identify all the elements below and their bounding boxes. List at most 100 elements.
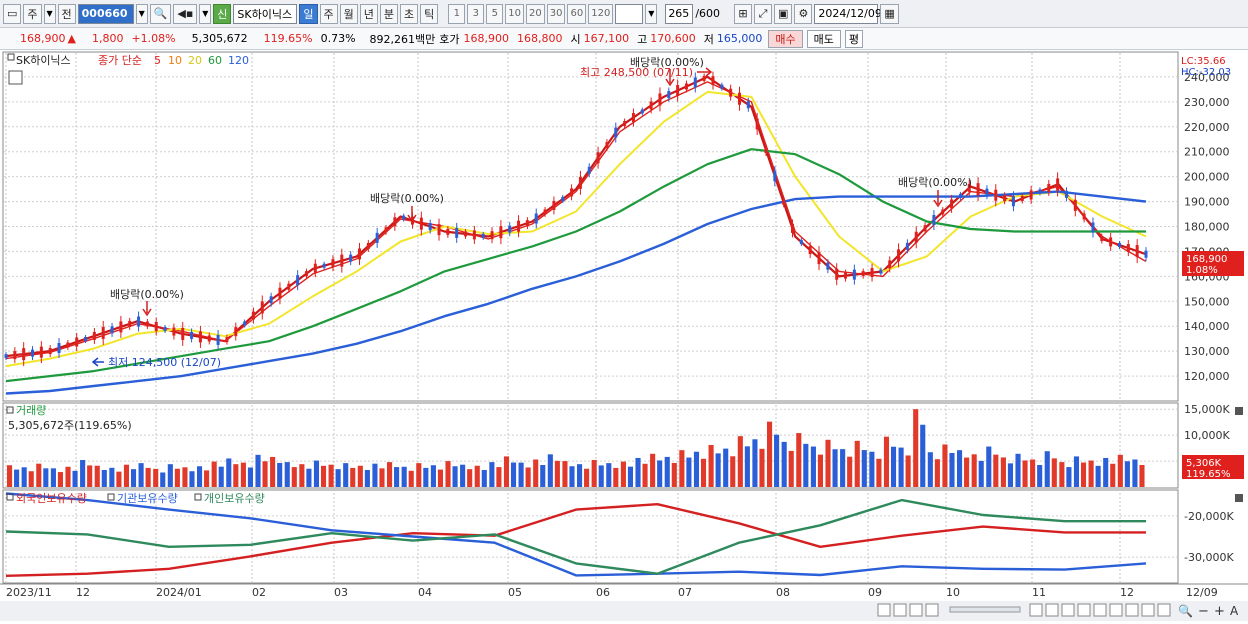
tool-icon[interactable] (1061, 603, 1075, 617)
period-day[interactable]: 일 (299, 3, 318, 24)
data-count-input[interactable]: 265 (665, 3, 694, 24)
volume-bar (810, 446, 816, 487)
volume-bar (540, 465, 546, 487)
stock-chart-svg[interactable]: 120,000130,000140,000150,000160,000170,0… (0, 51, 1248, 621)
tool-icon[interactable] (1077, 603, 1091, 617)
interval-60[interactable]: 60 (567, 3, 587, 24)
candle-body (57, 343, 61, 354)
new-badge[interactable]: 신 (213, 3, 232, 24)
stock-code-input[interactable]: 000660 (77, 3, 134, 24)
zoom-out-icon[interactable]: − (1198, 604, 1209, 619)
period-second[interactable]: 초 (400, 3, 419, 24)
volume-bar (496, 467, 502, 487)
candle-body (251, 311, 255, 320)
code-dropdown-icon[interactable]: ▼ (135, 3, 148, 24)
candle-body (578, 176, 582, 189)
period-year[interactable]: 년 (359, 3, 378, 24)
volume-bar (898, 447, 904, 487)
sell-button[interactable]: 매도 (806, 29, 841, 48)
scroll-slider[interactable] (949, 606, 1021, 613)
candle-body (393, 217, 397, 227)
buy-button[interactable]: 매수 (768, 29, 803, 48)
interval-5[interactable]: 5 (486, 3, 504, 24)
x-tick-label: 08 (776, 586, 790, 599)
tool-icon[interactable] (1125, 603, 1139, 617)
interval-3[interactable]: 3 (467, 3, 485, 24)
volume-bar (262, 461, 268, 487)
period-week[interactable]: 주 (319, 3, 338, 24)
interval-120[interactable]: 120 (588, 3, 614, 24)
search-icon[interactable]: 🔍 (149, 3, 172, 24)
period-month[interactable]: 월 (339, 3, 358, 24)
candle-body (1117, 242, 1121, 247)
stop-icon[interactable] (909, 603, 923, 617)
speaker-dropdown-icon[interactable]: ▼ (199, 3, 212, 24)
chart-type-select[interactable]: 주 (23, 3, 42, 24)
interval-dropdown-icon[interactable]: ▼ (645, 3, 658, 24)
candle-body (1135, 245, 1139, 258)
save-icon[interactable]: ▣ (774, 3, 793, 24)
candle-body (154, 322, 158, 332)
volume-bar (620, 461, 626, 487)
period-minute[interactable]: 분 (379, 3, 399, 24)
candle-body (437, 224, 441, 236)
volume-bar (591, 460, 597, 487)
speaker-icon[interactable]: ◀▪ (173, 3, 198, 24)
calculator-icon[interactable] (8, 70, 23, 85)
legend-ma-5: 5 (154, 54, 161, 67)
volume-bar (80, 460, 86, 487)
volume-bar (167, 464, 173, 487)
holdings-line-1 (5, 492, 1147, 577)
candle-body (1003, 195, 1007, 202)
volume-bar (21, 467, 27, 487)
candle-body (950, 199, 954, 209)
price-change-pct: +1.08% (131, 32, 176, 45)
period-tick[interactable]: 틱 (420, 3, 439, 24)
interval-30[interactable]: 30 (546, 3, 566, 24)
play-icon[interactable] (877, 603, 891, 617)
volume-bar (752, 439, 758, 487)
legend-institution: 기관보유수량 (117, 492, 178, 505)
interval-custom-input[interactable] (615, 3, 644, 24)
tool-icon[interactable] (1157, 603, 1171, 617)
tool-icon[interactable] (1093, 603, 1107, 617)
zoom-in-icon[interactable]: + (1214, 604, 1225, 619)
date-input[interactable]: 2024/12/09 (814, 3, 882, 24)
legend-foreign: 외국인보유수량 (16, 492, 87, 505)
tool-icon[interactable] (1109, 603, 1123, 617)
tool-icon[interactable] (1029, 603, 1043, 617)
calendar-icon[interactable]: ▦ (880, 3, 899, 24)
draw-tool-icon[interactable]: ⤢ (754, 3, 773, 24)
gear-icon[interactable]: ⚙ (794, 3, 813, 24)
close-icon[interactable] (1235, 407, 1243, 415)
candle-body (623, 121, 627, 127)
grid-tool-icon[interactable]: ⊞ (734, 3, 753, 24)
window-icon[interactable]: ▭ (3, 3, 22, 24)
tool-icon[interactable] (1141, 603, 1155, 617)
candle-body (684, 83, 688, 90)
volume-bar (861, 450, 867, 487)
last-price-tag-value: 168,900 (1186, 254, 1227, 265)
forward-icon[interactable] (925, 603, 939, 617)
volume-last-tag-pct: 119.65% (1186, 469, 1231, 480)
eval-button[interactable]: 평 (844, 29, 864, 48)
candle-body (428, 223, 432, 231)
chevron-down-icon[interactable]: ▼ (43, 3, 56, 24)
candle-body (1029, 190, 1033, 200)
rewind-icon[interactable] (893, 603, 907, 617)
high-arrow-icon (697, 67, 713, 77)
candle-body (22, 348, 26, 361)
interval-20[interactable]: 20 (526, 3, 545, 24)
interval-1[interactable]: 1 (448, 3, 466, 24)
volume-bar (993, 454, 999, 487)
candle-body (720, 84, 724, 89)
interval-10[interactable]: 10 (505, 3, 525, 24)
volume-bar (942, 444, 948, 487)
volume-bar (957, 450, 963, 487)
zoom-icon[interactable]: 🔍 (1178, 603, 1193, 618)
text-size-icon[interactable]: A (1230, 604, 1239, 618)
candle-body (614, 127, 618, 138)
close-icon[interactable] (1235, 494, 1243, 502)
prefix-button[interactable]: 전 (57, 3, 76, 24)
tool-icon[interactable] (1045, 603, 1059, 617)
